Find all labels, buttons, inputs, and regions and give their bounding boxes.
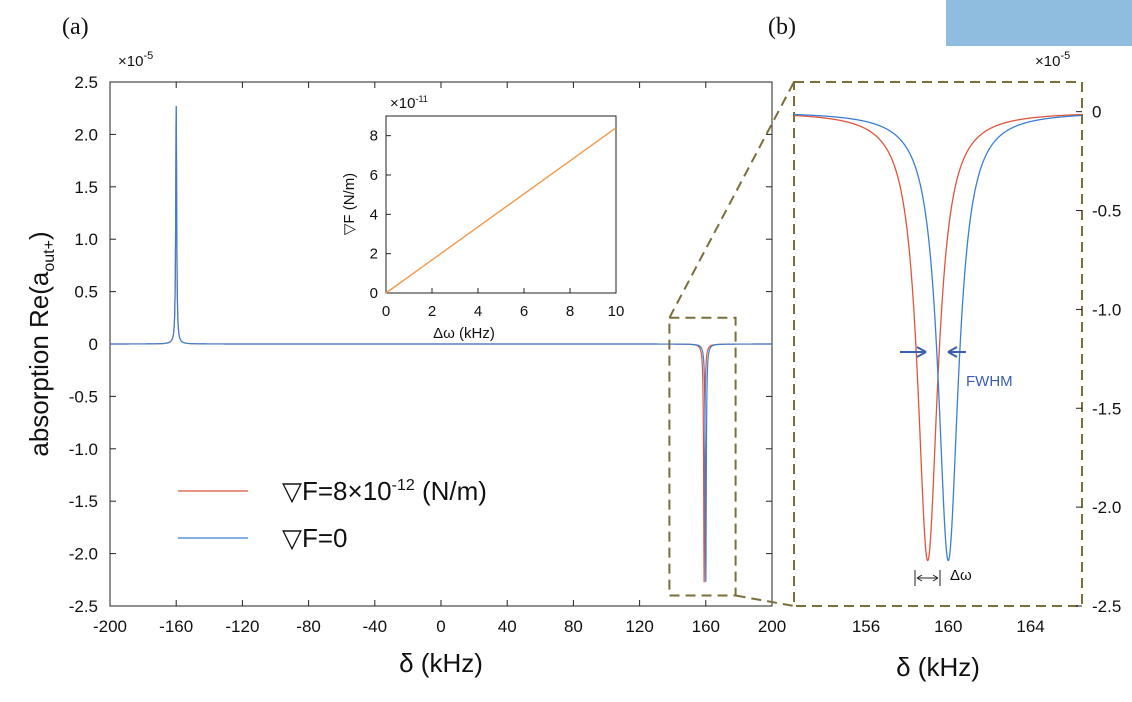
x-tick-label: 160 [692,617,720,636]
b-series-line [793,113,1083,562]
inset-x-tick-label: 2 [428,303,436,320]
legend-label-nonzero: ▽F=8×10-12 (N/m) [282,476,487,506]
b-y-tick-label: -2.5 [1092,597,1121,616]
x-tick-label: 40 [498,617,517,636]
fwhm-arrowhead-left [916,346,927,358]
inset-series [385,127,617,294]
panel-a-ticks: -200 -160 -120 -80 -40 0 40 80 120 160 2002.52.01.… [69,73,786,636]
y-tick-label: -1.5 [69,492,98,511]
b-x-tick-label: 160 [934,617,962,636]
fwhm-arrowhead-right [947,346,958,358]
inset-y-tick-label: 4 [370,206,378,223]
y-tick-label: -1.0 [69,440,98,459]
y-tick-label: 2.5 [74,73,98,92]
inset-x-tick-label: 4 [474,303,482,320]
series-line [110,106,772,582]
panel-b-tag: (b) [768,14,796,40]
zoom-connector-bottom [735,594,795,607]
inset-y-tick-label: 0 [370,285,378,302]
inset-x-tick-label: 8 [566,303,574,320]
inset-series-line [385,127,617,294]
b-y-tick-label: 0 [1092,103,1101,122]
legend: ▽F=8×10-12 (N/m) ▽F=0 [178,476,487,553]
zoom-connector-top [668,81,795,319]
b-y-tick-label: -1.5 [1092,399,1121,418]
x-tick-label: 0 [436,617,445,636]
inset-y-tick-label: 6 [370,167,378,184]
y-tick-label: 0 [89,335,98,354]
corner-block [946,0,1132,46]
delta-omega-annotation: Δω [914,567,972,586]
y-tick-label: -0.5 [69,387,98,406]
y-tick-label: -2.0 [69,545,98,564]
panel-a-tag: (a) [62,14,89,40]
b-y-tick-label: -0.5 [1092,202,1121,221]
panel-b-frame [793,81,1083,607]
inset-frame [385,115,617,294]
x-tick-label: 80 [564,617,583,636]
y-tick-label: 0.5 [74,283,98,302]
y-tick-label: -2.5 [69,597,98,616]
b-y-tick-label: -1.0 [1092,300,1121,319]
b-series-line [793,113,1083,562]
fwhm-annotation: FWHM [900,346,1013,390]
x-tick-label: -80 [296,617,321,636]
panel-b-xlabel: δ (kHz) [896,652,980,682]
panel-b-series [793,113,1083,562]
inset-ticks: 0 2 4 6 8 10 0 2 4 6 8 [370,128,625,320]
panel-a-series [110,106,772,583]
x-tick-label: -160 [159,617,193,636]
panel-b-ticks: 156 160 164 0 -0.5 -1.0 -1.5 -2.0 -2.5 [852,103,1121,636]
x-tick-label: -120 [225,617,259,636]
delta-omega-arrowheads [916,574,939,582]
fwhm-label: FWHM [966,373,1013,390]
inset-x-tick-label: 0 [382,303,390,320]
y-tick-label: 1.5 [74,178,98,197]
x-tick-label: 200 [758,617,786,636]
panel-a-ylabel: absorption Re(aout+) [24,231,58,456]
inset-ylabel: ▽F (N/m) [341,173,358,235]
x-tick-label: 120 [625,617,653,636]
panel-a-xlabel: δ (kHz) [399,648,483,678]
b-y-tick-label: -2.0 [1092,498,1121,517]
b-x-tick-label: 156 [852,617,880,636]
y-tick-label: 2.0 [74,125,98,144]
legend-label-zero: ▽F=0 [282,523,348,553]
inset-xlabel: Δω (kHz) [433,325,495,342]
inset-x-tick-label: 10 [608,303,625,320]
x-tick-label: -40 [363,617,388,636]
inset-y-tick-label: 8 [370,128,378,145]
panel-b-multiplier: ×10-5 [1035,50,1070,70]
delta-omega-label: Δω [950,567,972,584]
b-x-tick-label: 164 [1016,617,1044,636]
inset-x-tick-label: 6 [520,303,528,320]
inset-multiplier: ×10-11 [390,94,428,112]
zoom-box [668,316,737,597]
panel-a-multiplier: ×10-5 [118,50,153,70]
y-tick-label: 1.0 [74,230,98,249]
inset-y-tick-label: 2 [370,246,378,263]
x-tick-label: -200 [93,617,127,636]
